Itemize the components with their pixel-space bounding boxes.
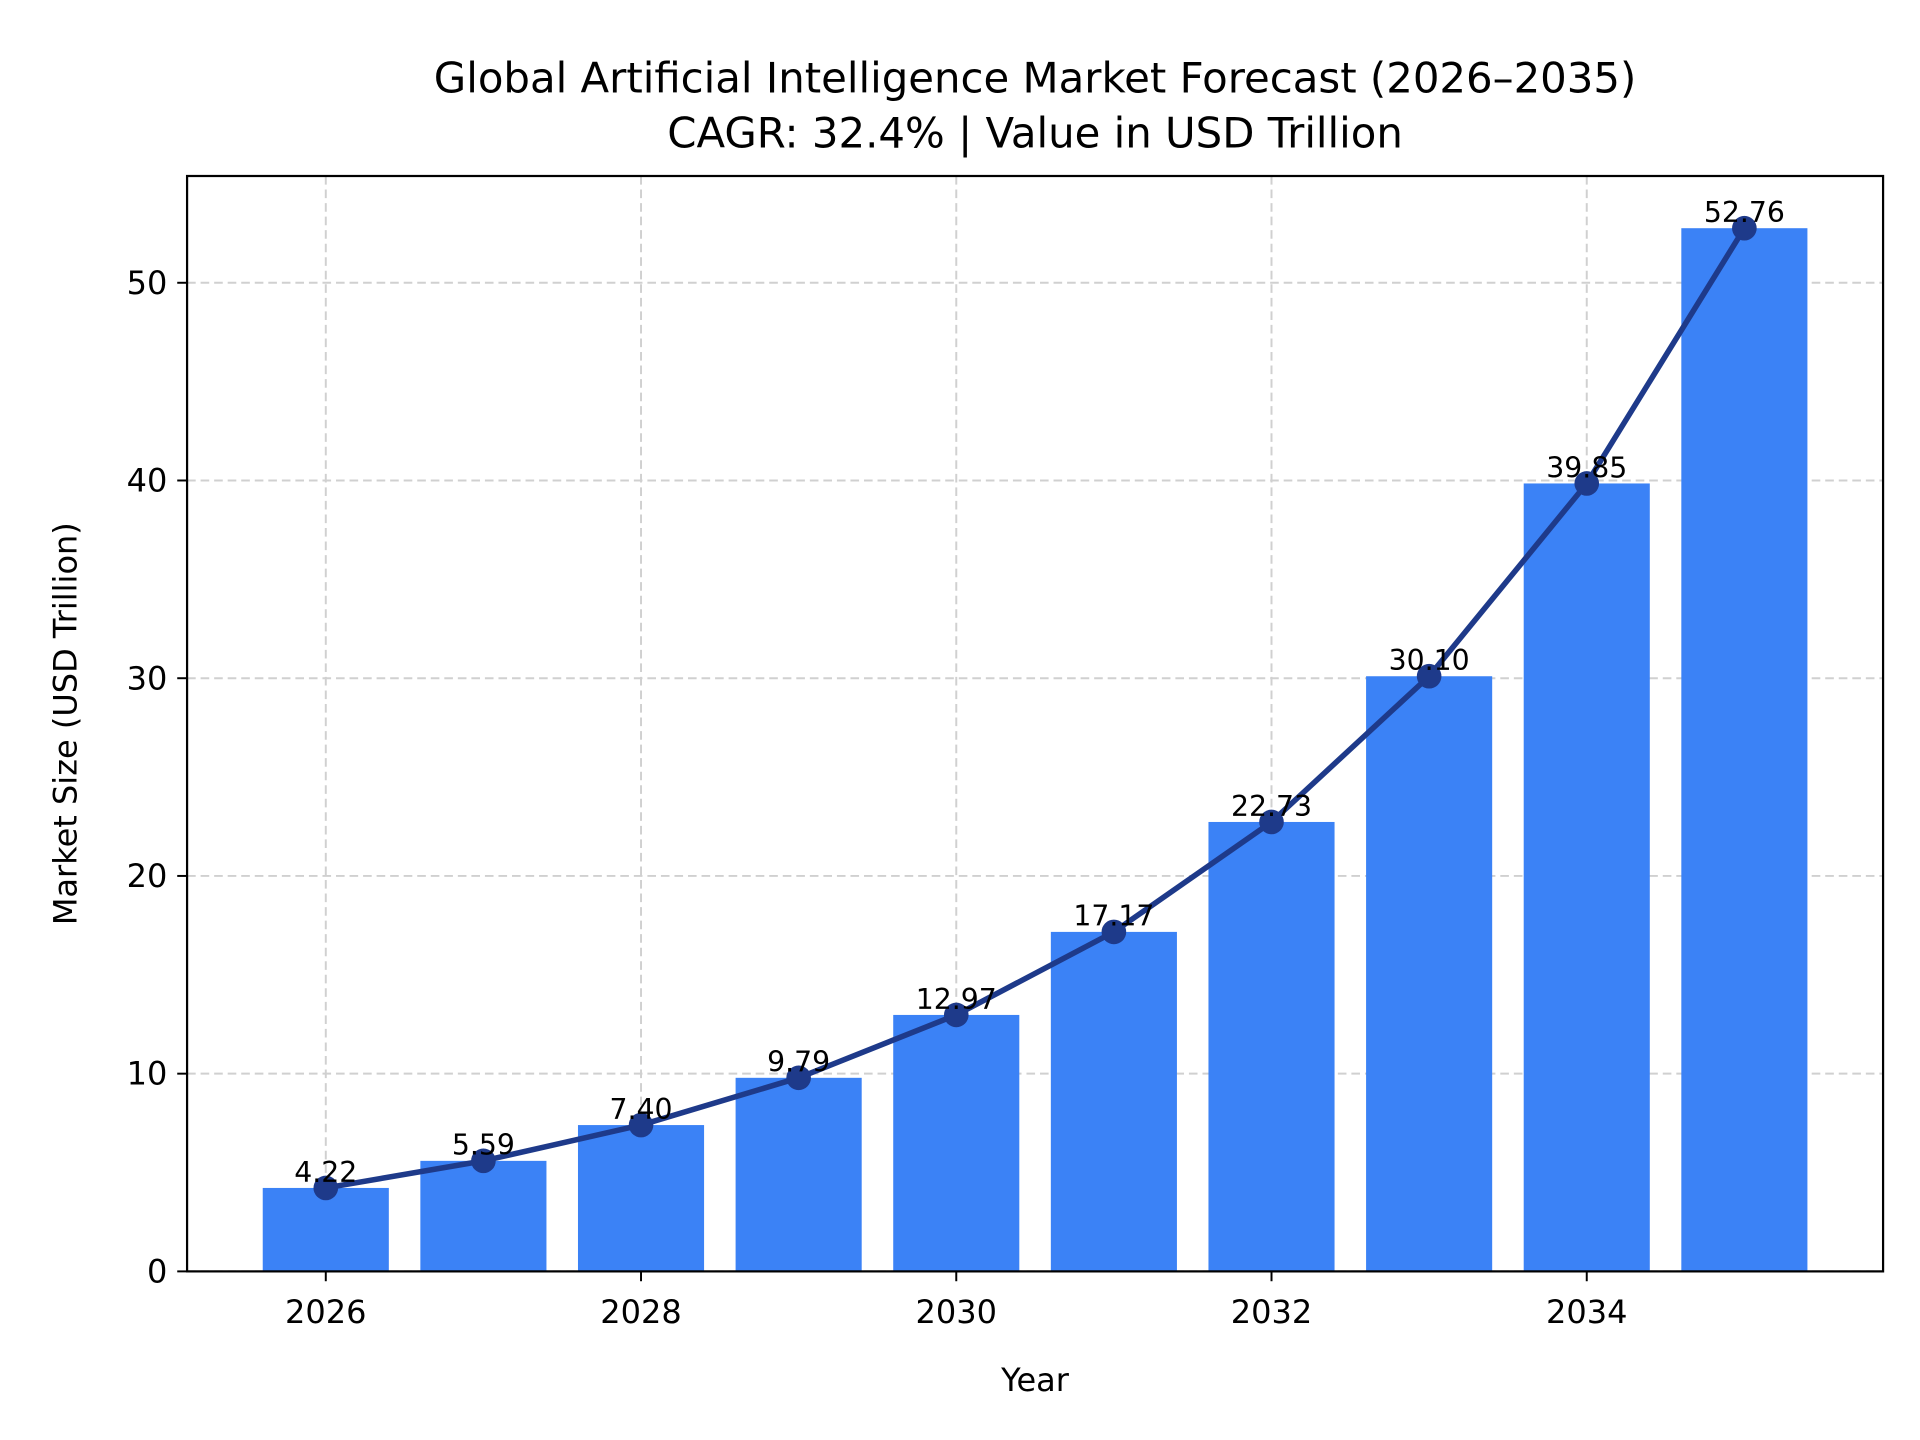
x-tick-label: 2026 [285, 1293, 366, 1331]
x-tick-label: 2028 [600, 1293, 681, 1331]
bar-2026 [262, 1187, 389, 1272]
y-tick-label: 10 [127, 1055, 168, 1093]
marker-2029 [786, 1065, 811, 1091]
bar-2029 [735, 1077, 862, 1272]
marker-2035 [1732, 215, 1757, 241]
x-tick-label: 2034 [1546, 1293, 1627, 1331]
data-label-2029: 9.79 [767, 1046, 830, 1079]
x-axis-label: Year [1000, 1361, 1070, 1399]
marker-2030 [943, 1002, 969, 1028]
data-label-2032: 22.73 [1231, 790, 1312, 823]
data-labels: 4.22 5.59 7.40 9.79 12.97 17.17 22.73 30.10 39.8… [294, 196, 1785, 1189]
bar-2032 [1208, 821, 1335, 1272]
marker-2027 [471, 1148, 496, 1174]
trend-line-path [325, 226, 1747, 1191]
bar-2027 [420, 1160, 547, 1272]
bar-2030 [893, 1014, 1020, 1272]
data-label-2026: 4.22 [294, 1156, 357, 1189]
bar-2035 [1681, 228, 1808, 1272]
x-tick-label: 2030 [916, 1293, 997, 1331]
data-label-2028: 7.40 [610, 1093, 673, 1126]
data-label-2033: 30.10 [1389, 644, 1470, 677]
data-label-2034: 39.85 [1546, 451, 1627, 484]
y-tick-label: 0 [147, 1252, 167, 1290]
chart-title: Global Artificial Intelligence Market Fo… [434, 53, 1637, 102]
marker-2033 [1416, 663, 1442, 689]
data-label-2027: 5.59 [452, 1129, 515, 1162]
marker-2032 [1259, 809, 1284, 835]
bar-2028 [577, 1125, 705, 1272]
trend-line [313, 215, 1757, 1201]
data-label-2035: 52.76 [1704, 196, 1785, 229]
x-tick-label: 2032 [1231, 1293, 1312, 1331]
bar-2033 [1366, 676, 1493, 1272]
y-tick-label: 50 [127, 264, 168, 302]
y-tick-label: 20 [127, 857, 168, 895]
axes-frame [185, 174, 1885, 1273]
marker-2034 [1574, 471, 1600, 496]
marker-2026 [313, 1175, 339, 1201]
marker-2031 [1101, 919, 1127, 945]
data-label-2031: 17.17 [1073, 900, 1154, 933]
marker-2028 [628, 1112, 654, 1138]
data-label-2030: 12.97 [916, 983, 997, 1016]
bars [262, 228, 1808, 1272]
y-axis-label: Market Size (USD Trillion) [46, 522, 84, 925]
bar-2034 [1523, 483, 1650, 1272]
bar-2031 [1050, 931, 1177, 1272]
chart-subtitle: CAGR: 32.4% | Value in USD Trillion [667, 109, 1403, 158]
y-tick-label: 30 [127, 659, 168, 697]
y-tick-label: 40 [127, 462, 168, 500]
